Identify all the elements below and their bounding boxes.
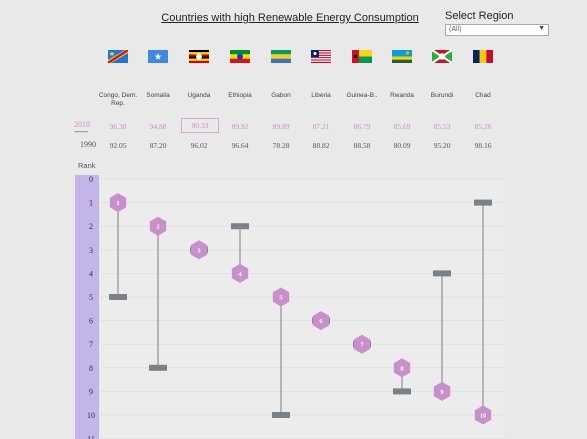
y-tick-label: 10 [87,411,95,420]
region-select[interactable]: (All) ▼ [445,24,549,36]
flag-guinea-bissau-icon [352,50,372,63]
chevron-down-icon: ▼ [538,25,545,32]
country-name: Chad [475,92,491,99]
y-tick-label: 8 [89,364,93,373]
country-name: Burundi [430,92,454,99]
rank-1990-marker[interactable] [149,364,167,371]
country-name: Ethiopia [228,92,252,99]
rank-2018-marker[interactable] [190,240,208,260]
rank-1990-marker[interactable] [231,223,249,230]
value-1990: 88.58 [353,141,371,150]
value-1990: 78.28 [272,141,290,150]
value-1990: 95.20 [433,141,451,150]
value-1990: 96.02 [190,141,208,150]
region-select-value: (All) [449,26,462,33]
flag-ethiopia-icon [230,50,250,63]
value-1990: 88.82 [312,141,330,150]
rank-1990-marker[interactable] [272,412,290,418]
rank-axis-strip [75,175,99,439]
flag-liberia-icon [311,50,331,63]
rank-2018-marker[interactable] [393,358,411,378]
rank-1990-marker[interactable] [474,199,492,206]
value-2018: 94.88 [149,122,167,131]
y-tick-label: 9 [89,387,93,396]
rank-2018-marker[interactable] [474,405,492,425]
rank-2018-marker[interactable] [353,334,371,354]
value-1990: 92.05 [109,141,127,150]
flag-congo-drc-icon [108,50,128,63]
country-name: Uganda [187,92,211,99]
country-name: Liberia [311,92,331,99]
y-tick-label: 3 [89,246,93,255]
value-2018: 89.89 [272,122,290,131]
rank-2018-label: 5 [279,295,283,302]
value-2018: 85.69 [393,122,411,131]
rank-2018-label: 9 [440,389,444,396]
flag-chad-icon [473,50,493,63]
rank-2018-marker[interactable] [312,311,330,331]
rank-2018-marker[interactable] [433,381,451,401]
country-name: Somalia [146,92,170,99]
value-2018: 85.26 [474,122,492,131]
rank-2018-label: 1 [116,200,119,207]
rank-1990-marker[interactable] [433,270,451,277]
value-2018: 96.38 [109,122,127,131]
value-2018: 90.33 [181,118,219,133]
rank-2018-label: 6 [319,318,323,325]
value-2018: 85.53 [433,122,451,131]
y-tick-label: 5 [89,293,93,302]
value-1990: 87.20 [149,141,167,150]
year-separator: -------- [74,127,88,136]
y-tick-label: 11 [87,435,95,439]
flag-somalia-icon [148,50,168,63]
flag-gabon-icon [271,50,291,63]
rank-2018-marker[interactable] [109,193,127,213]
y-tick-label: 2 [89,222,93,231]
country-name: Gabon [271,92,291,99]
rank-2018-label: 3 [197,247,201,254]
rank-1990-marker[interactable] [109,294,127,300]
country-name: Congo, Dem. Rep. [98,92,138,107]
y-tick-label: 1 [89,199,93,208]
value-1990: 96.64 [231,141,249,150]
y-tick-label: 6 [89,317,93,326]
value-2018: 87.21 [312,122,330,131]
rank-2018-label: 8 [400,365,404,372]
value-1990: 98.16 [474,141,492,150]
rank-2018-label: 2 [156,224,159,231]
year-1990-label: 1990 [80,140,96,149]
rank-2018-marker[interactable] [272,287,290,307]
rank-2018-label: 10 [480,413,487,420]
flag-uganda-icon [189,50,209,63]
rank-2018-label: 7 [360,342,364,349]
flag-burundi-icon [432,50,452,63]
country-name: Rwanda [390,92,414,99]
rank-1990-marker[interactable] [393,388,411,395]
year-2018-label: 2018 [74,120,90,129]
rank-2018-marker[interactable] [149,216,167,236]
y-tick-label: 7 [89,340,93,349]
y-tick-label: 0 [89,175,93,184]
region-filter-label: Select Region [445,10,514,22]
rank-axis-title: Rank [78,161,96,170]
chart-title[interactable]: Countries with high Renewable Energy Con… [161,12,419,24]
value-2018: 86.79 [353,122,371,131]
value-1990: 80.09 [393,141,411,150]
value-2018: 89.92 [231,122,249,131]
rank-2018-label: 4 [238,271,242,278]
rank-2018-marker[interactable] [231,263,249,283]
flag-rwanda-icon [392,50,412,63]
country-name: Guinea-B.. [346,92,378,99]
y-tick-label: 4 [89,269,93,278]
